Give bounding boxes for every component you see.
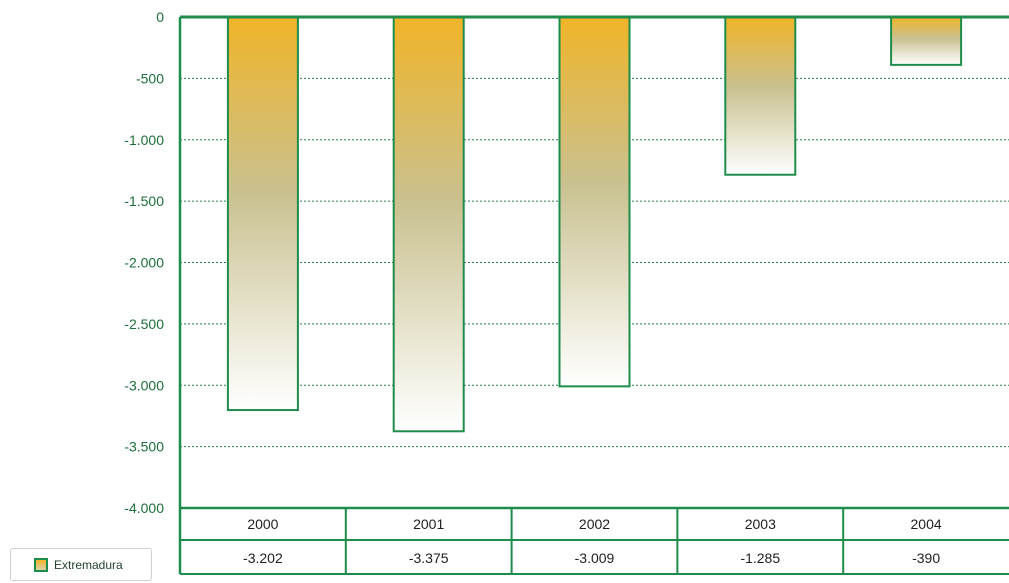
bars	[226, 16, 963, 433]
y-axis-ticks: 0 -500 -1.000 -1.500 -2.000 -2.500 -3.000 -3.50…	[124, 9, 164, 516]
legend-label: Extremadura	[54, 557, 123, 572]
x-tick-label: 2002	[579, 516, 610, 532]
data-label: -3.202	[243, 550, 283, 566]
y-tick-label: -3.500	[124, 439, 164, 455]
y-tick-label: -1.500	[124, 193, 164, 209]
bar-2001	[392, 16, 465, 433]
x-tick-label: 2003	[745, 516, 776, 532]
data-label: -3.375	[409, 550, 449, 566]
y-tick-label: -500	[136, 70, 164, 86]
y-tick-label: -2.000	[124, 255, 164, 271]
y-tick-label: -3.000	[124, 377, 164, 393]
x-tick-label: 2004	[911, 516, 942, 532]
y-tick-label: -1.000	[124, 132, 164, 148]
bar-2002	[558, 16, 631, 388]
y-tick-label: -2.500	[124, 316, 164, 332]
legend-swatch	[34, 557, 48, 572]
y-tick-label: 0	[156, 9, 164, 25]
bar-2003	[724, 16, 797, 176]
data-label: -1.285	[740, 550, 780, 566]
axes	[178, 15, 1009, 574]
data-table: 2000 -3.202 2001 -3.375 2002 -3.009 2003 -1.285…	[180, 508, 1009, 575]
y-tick-label: -4.000	[124, 500, 164, 516]
bar-2004	[890, 16, 963, 66]
data-label: -390	[912, 550, 940, 566]
x-tick-label: 2001	[413, 516, 444, 532]
data-label: -3.009	[575, 550, 615, 566]
bar-2000	[226, 16, 299, 412]
legend: Extremadura	[10, 548, 152, 581]
x-tick-label: 2000	[247, 516, 278, 532]
